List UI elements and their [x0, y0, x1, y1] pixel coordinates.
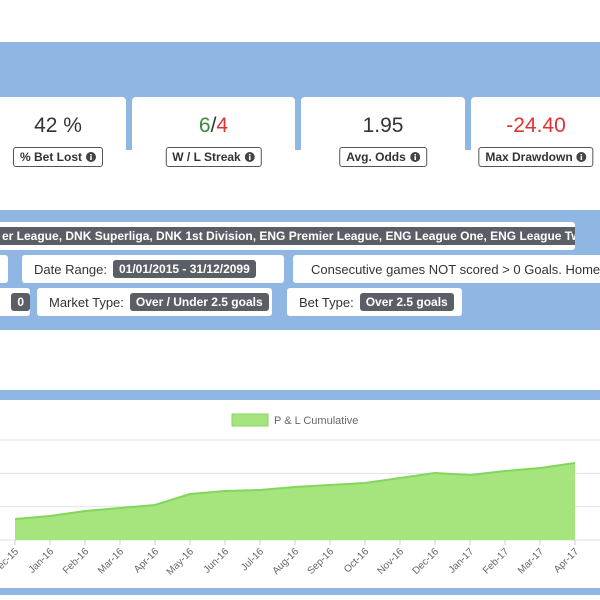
x-tick-label: Dec-16 — [411, 546, 442, 577]
stat-label[interactable]: Max Drawdown — [478, 147, 594, 167]
filter-text: Consecutive games NOT scored > 0 Goals. … — [311, 261, 600, 277]
info-icon — [576, 152, 587, 162]
stat-value: -24.40 — [506, 114, 566, 137]
filter-box: er League, DNK Superliga, DNK 1st Divisi… — [0, 222, 575, 250]
x-tick-label: Oct-16 — [342, 546, 371, 575]
filter-badge: Over / Under 2.5 goals — [129, 293, 269, 311]
filter-box — [0, 255, 8, 283]
x-tick-label: Apr-16 — [132, 546, 161, 575]
x-tick-label: Apr-17 — [552, 546, 581, 575]
x-tick-label: Mar-17 — [516, 546, 546, 576]
stat-label[interactable]: Avg. Odds — [339, 147, 427, 167]
streak-losses: 4 — [216, 114, 229, 137]
filter-badge: 01/01/2015 - 31/12/2099 — [113, 260, 256, 278]
streak-separator: / — [210, 114, 217, 137]
x-tick-label: Jul-16 — [239, 546, 266, 573]
stat-label[interactable]: % Bet Lost — [12, 147, 104, 167]
x-tick-label: Jan-17 — [447, 546, 477, 576]
stat-label[interactable]: W / L Streak — [165, 147, 262, 167]
x-tick-label: May-16 — [165, 546, 197, 578]
filter-label: Bet Type: — [299, 294, 354, 310]
filter-box: Market Type: Over / Under 2.5 goals — [37, 288, 272, 316]
x-tick-label: Mar-16 — [96, 546, 126, 576]
chart: P & L Cumulative Dec-15 Jan-16 Feb-16 Mar-16… — [0, 400, 600, 588]
stat-value: 6/4 — [132, 114, 295, 138]
x-tick-label: Sep-16 — [306, 546, 337, 577]
x-tick-label: Feb-16 — [61, 546, 91, 576]
chart-band: P & L Cumulative Dec-15 Jan-16 Feb-16 Mar-16… — [0, 390, 600, 595]
filter-box: 0 — [0, 288, 30, 316]
streak-wins: 6 — [198, 114, 211, 137]
legend-swatch — [231, 413, 269, 427]
filter-badge: Over 2.5 goals — [359, 293, 454, 311]
filter-label: Market Type: — [49, 294, 124, 310]
stat-label-text: W / L Streak — [172, 150, 241, 164]
area — [15, 463, 575, 540]
info-icon — [244, 152, 255, 162]
x-tick-label: Jan-16 — [27, 546, 57, 576]
stats-band: 42 % % Bet Lost 6/4 W / L Streak 1.95 Av… — [0, 42, 600, 173]
filter-label: Date Range: — [34, 261, 107, 277]
stat-card: 42 % % Bet Lost — [0, 97, 126, 173]
leagues-badge: er League, DNK Superliga, DNK 1st Divisi… — [0, 227, 575, 245]
stat-card: -24.40 Max Drawdown — [471, 97, 600, 173]
x-tick-label: Aug-16 — [271, 546, 302, 577]
info-icon — [409, 152, 420, 162]
filters-band: er League, DNK Superliga, DNK 1st Divisi… — [0, 210, 600, 330]
stat-label-text: Avg. Odds — [346, 150, 406, 164]
legend-label: P & L Cumulative — [274, 415, 358, 427]
area-line — [14, 462, 576, 520]
stat-value: 1.95 — [362, 114, 404, 137]
filter-box: Date Range: 01/01/2015 - 31/12/2099 — [22, 255, 284, 283]
stat-label-text: Max Drawdown — [485, 150, 573, 164]
stat-card: 6/4 W / L Streak — [132, 97, 295, 173]
x-tick-label: Nov-16 — [376, 546, 407, 577]
stat-value: 42 % — [34, 114, 82, 137]
x-tick-label: Jun-16 — [202, 546, 232, 576]
stat-card: 1.95 Avg. Odds — [301, 97, 465, 173]
x-tick-label: Feb-17 — [481, 546, 511, 576]
stat-label-text: % Bet Lost — [19, 150, 83, 164]
x-tick-label: Dec-15 — [0, 546, 21, 577]
info-icon — [86, 152, 97, 162]
filter-box: Bet Type: Over 2.5 goals — [287, 288, 462, 316]
filter-box: Consecutive games NOT scored > 0 Goals. … — [293, 255, 600, 283]
filter-badge: 0 — [11, 293, 30, 311]
